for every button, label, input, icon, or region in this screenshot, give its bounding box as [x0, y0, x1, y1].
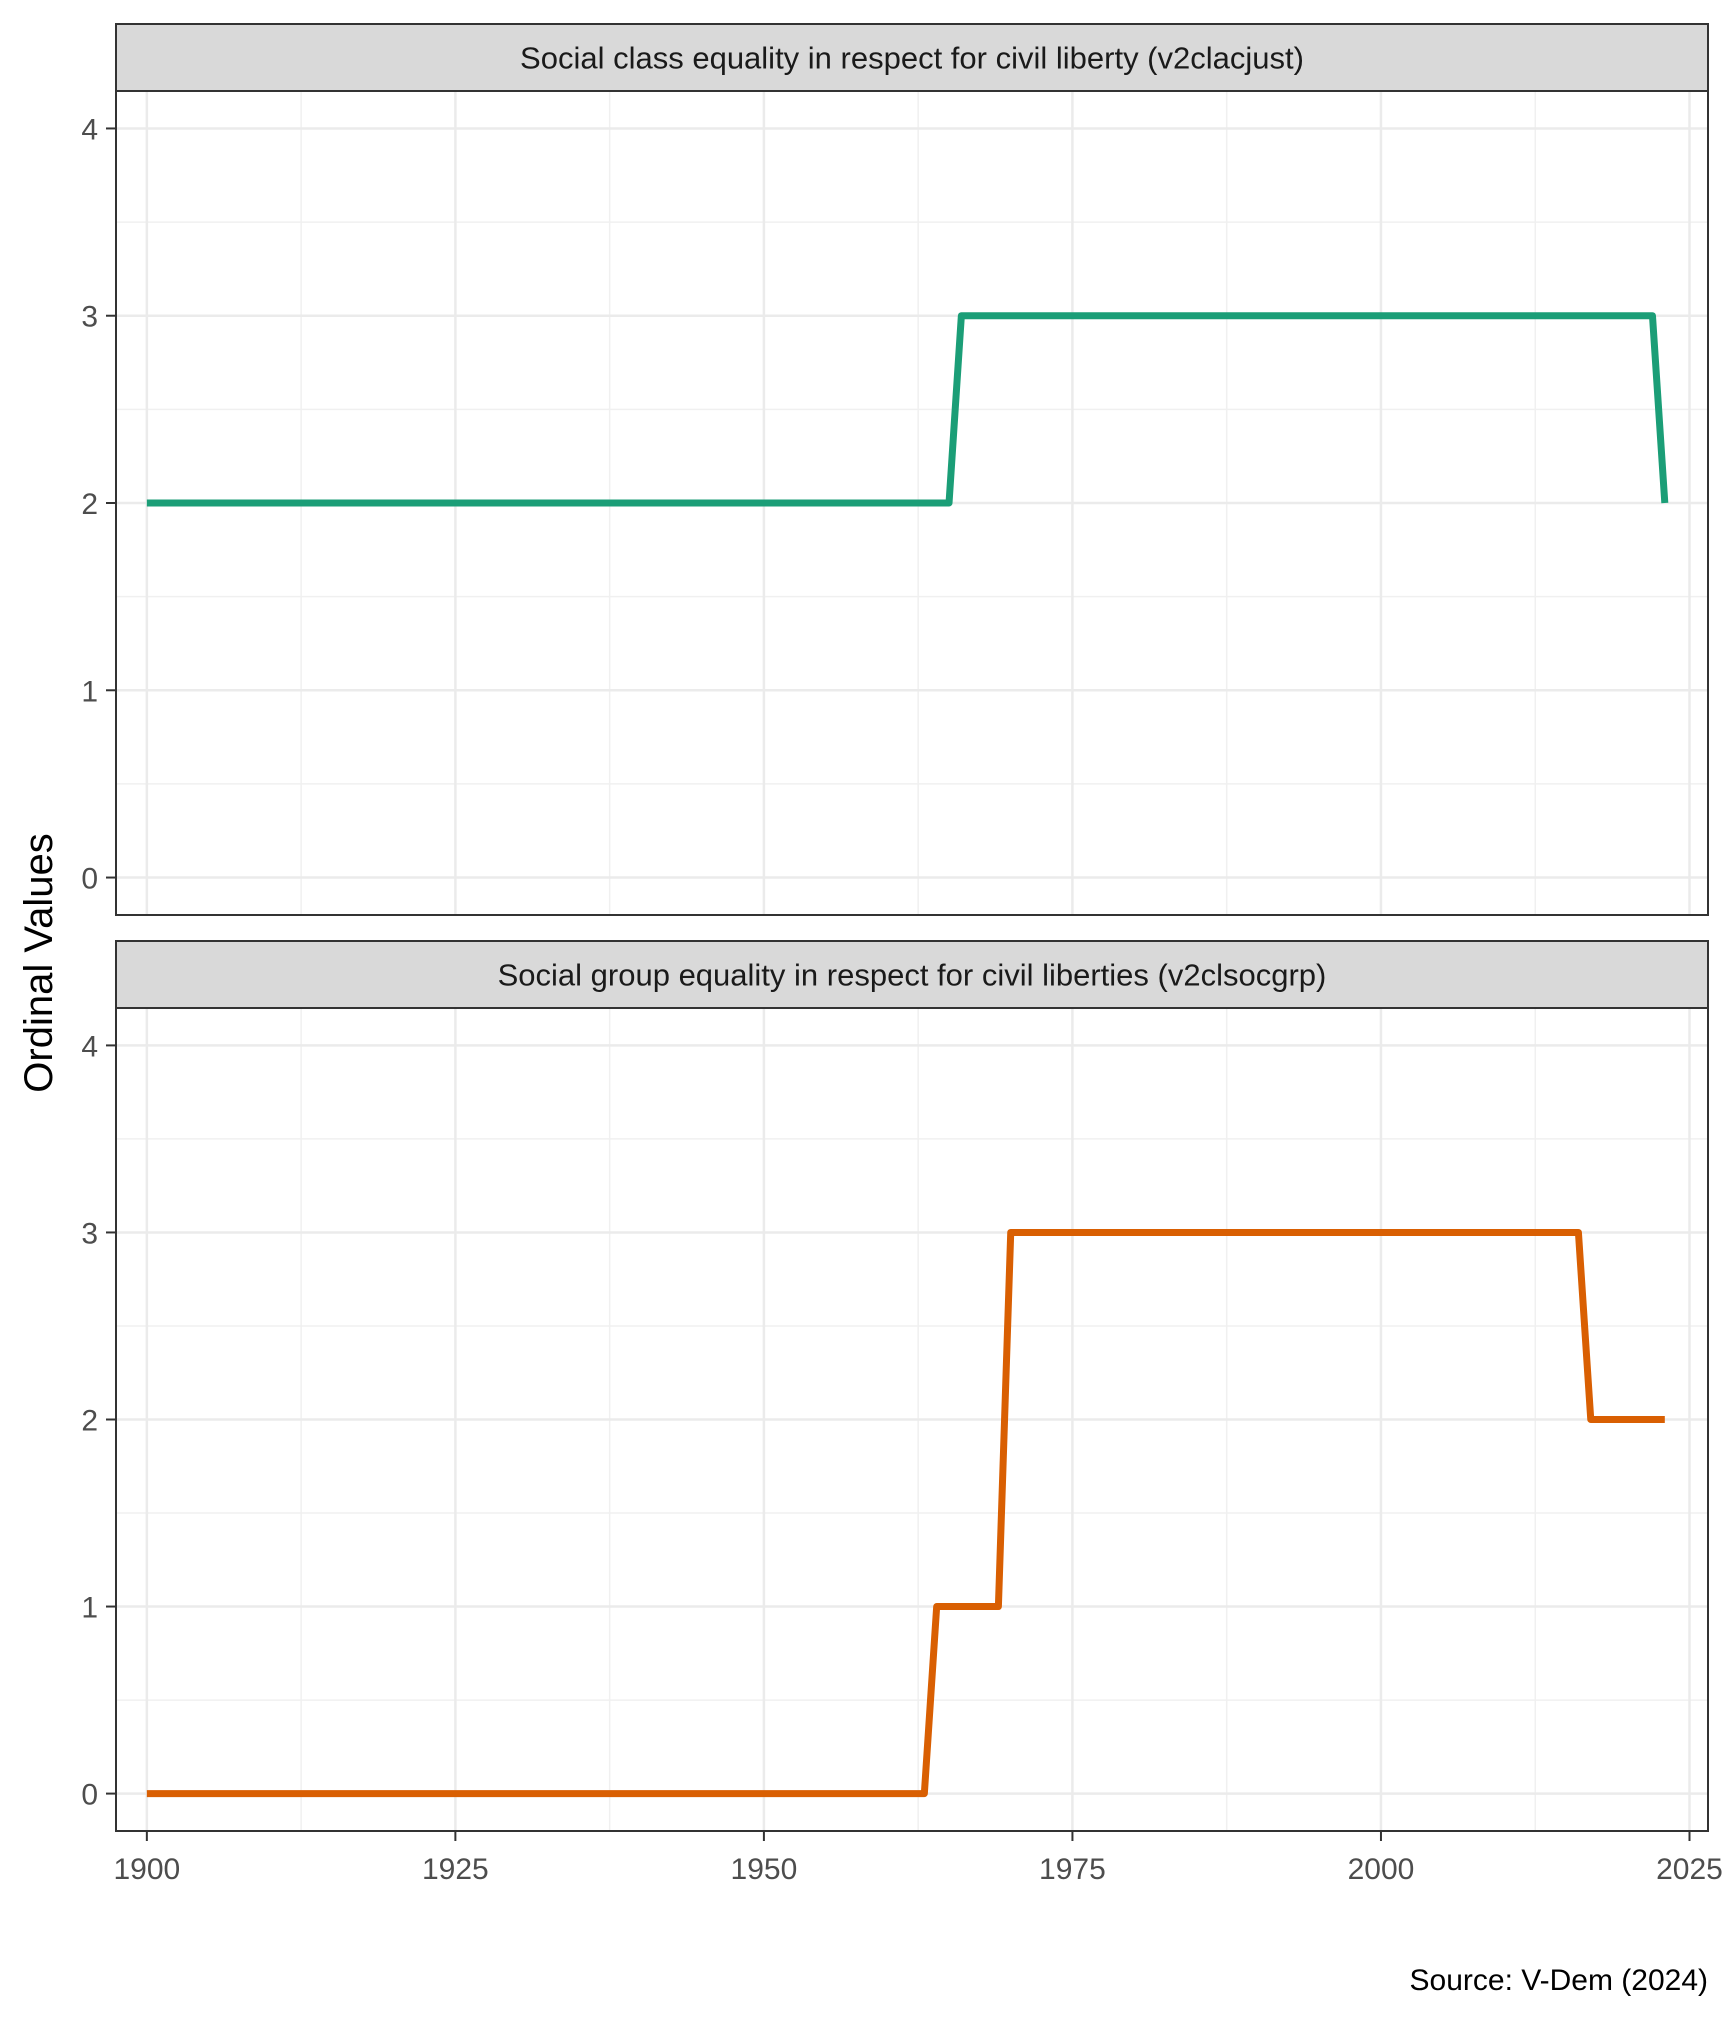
y-axis-title: Ordinal Values	[17, 833, 61, 1092]
x-tick-label: 1950	[731, 1853, 798, 1886]
chart-panel-1: Social class equality in respect for civ…	[81, 23, 1709, 916]
y-tick-label: 3	[81, 1217, 98, 1250]
y-tick-label: 4	[81, 1030, 98, 1063]
x-tick-label: 1925	[422, 1853, 489, 1886]
chart-panel-2: Social group equality in respect for civ…	[81, 940, 1723, 1886]
y-tick-label: 1	[81, 675, 98, 708]
y-tick-label: 4	[81, 113, 98, 146]
facet-strip	[115, 940, 1709, 1009]
facet-strip-label: Social class equality in respect for civ…	[520, 41, 1304, 76]
facet-strip-label: Social group equality in respect for civ…	[498, 958, 1327, 993]
y-tick-label: 0	[81, 1779, 98, 1812]
y-tick-label: 1	[81, 1592, 98, 1625]
x-tick-label: 1975	[1039, 1853, 1106, 1886]
x-tick-label: 2000	[1348, 1853, 1415, 1886]
x-tick-label: 1900	[113, 1853, 180, 1886]
y-tick-label: 0	[81, 863, 98, 896]
y-tick-label: 2	[81, 1405, 98, 1438]
series-line-1	[146, 1228, 1665, 1798]
facet-strip	[115, 23, 1709, 92]
series-line-1	[146, 312, 1669, 507]
x-tick-label: 2025	[1656, 1853, 1723, 1886]
y-tick-label: 3	[81, 301, 98, 334]
source-caption: Source: V-Dem (2024)	[1410, 1964, 1708, 1997]
y-tick-label: 2	[81, 488, 98, 521]
